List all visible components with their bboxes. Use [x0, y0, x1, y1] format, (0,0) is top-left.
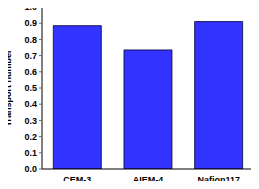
svg-text:0.0: 0.0 [24, 164, 37, 174]
svg-text:0.5: 0.5 [24, 83, 37, 93]
svg-text:0.4: 0.4 [24, 99, 37, 109]
svg-text:1.0: 1.0 [24, 8, 37, 12]
svg-text:0.3: 0.3 [24, 116, 37, 126]
svg-text:0.8: 0.8 [24, 35, 37, 45]
svg-text:Nafion117: Nafion117 [197, 175, 240, 181]
svg-text:CEM-3: CEM-3 [63, 175, 91, 181]
svg-text:AIEM-4: AIEM-4 [133, 175, 164, 181]
svg-text:0.2: 0.2 [24, 132, 37, 142]
svg-text:0.9: 0.9 [24, 18, 37, 28]
svg-text:Transport number: Transport number [8, 49, 13, 127]
svg-text:0.6: 0.6 [24, 67, 37, 77]
svg-text:0.1: 0.1 [24, 148, 37, 158]
svg-text:0.7: 0.7 [24, 51, 37, 61]
